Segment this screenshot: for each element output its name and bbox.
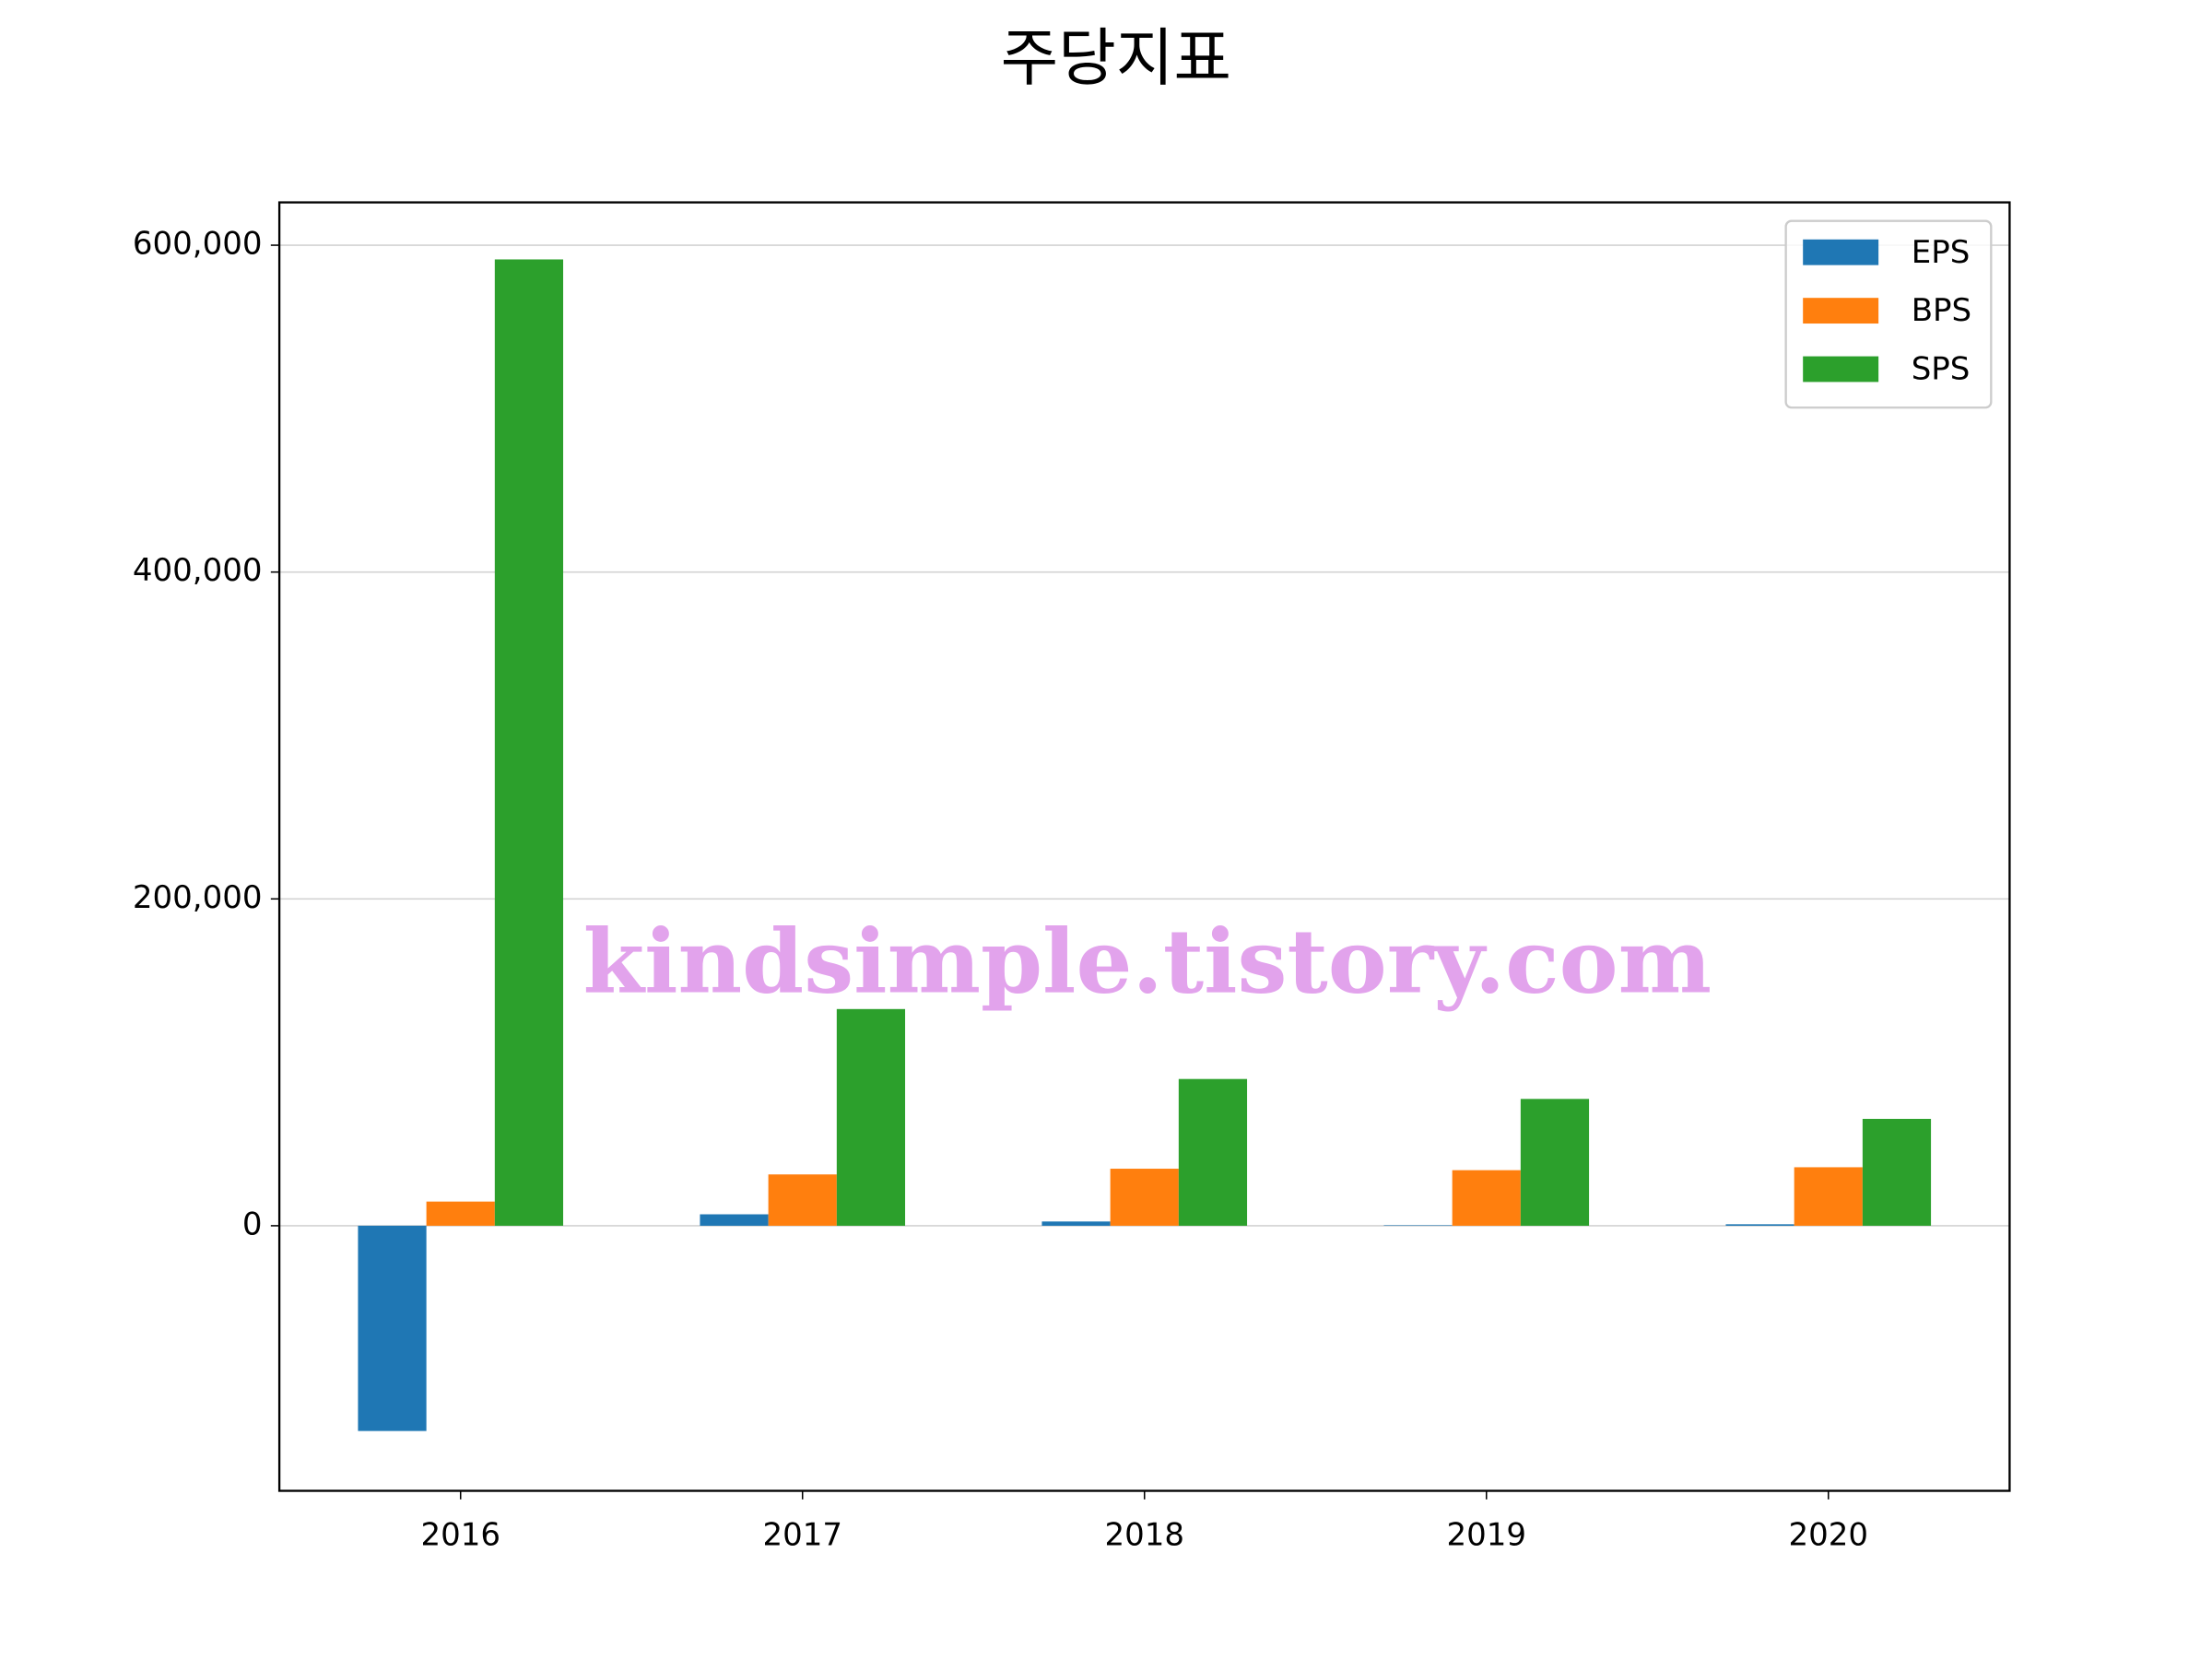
bar [1862, 1118, 1932, 1226]
plot-frame [277, 201, 2011, 1492]
bar [1383, 1225, 1453, 1226]
bar [494, 259, 564, 1226]
bar [768, 1174, 837, 1226]
bar [358, 1225, 427, 1431]
bar [426, 1201, 495, 1226]
legend-swatch [1803, 239, 1879, 265]
bar [1725, 1224, 1794, 1226]
bar [1520, 1099, 1590, 1226]
bar [1178, 1078, 1248, 1226]
bar [700, 1214, 769, 1226]
x-tick-label: 2020 [1788, 1517, 1868, 1554]
bar [1452, 1170, 1521, 1226]
legend-swatch [1803, 298, 1879, 324]
y-tick-label: 0 [242, 1206, 263, 1242]
x-tick-label: 2019 [1446, 1517, 1526, 1554]
bar [1794, 1167, 1863, 1226]
bar [1110, 1169, 1179, 1226]
bar [1041, 1221, 1111, 1226]
y-tick-label: 600,000 [133, 226, 263, 263]
legend-label: EPS [1912, 234, 1971, 271]
legend-swatch [1803, 356, 1879, 382]
x-tick-label: 2018 [1104, 1517, 1184, 1554]
watermark: kindsimple.tistory.com [583, 909, 1712, 1013]
bar [836, 1008, 906, 1226]
legend-label: SPS [1912, 351, 1971, 388]
x-tick-label: 2016 [420, 1517, 500, 1554]
chart-title: 주당지표 [1001, 23, 1231, 96]
legend-label: BPS [1912, 292, 1971, 329]
y-tick-label: 200,000 [133, 879, 263, 916]
y-tick-label: 400,000 [133, 552, 263, 589]
x-tick-label: 2017 [762, 1517, 842, 1554]
